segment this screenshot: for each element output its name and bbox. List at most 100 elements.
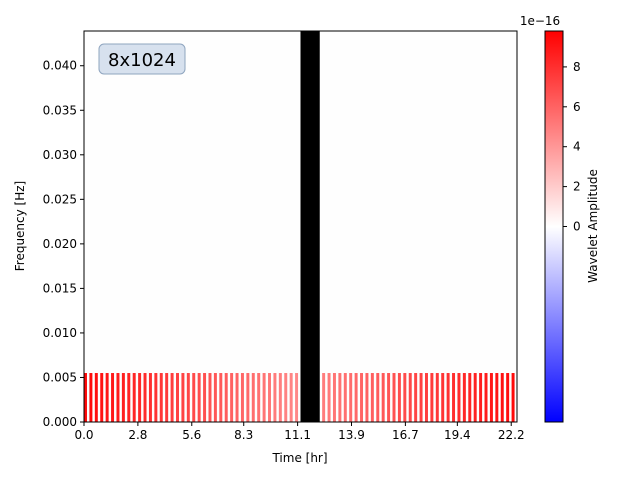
- heatmap-cell: [392, 373, 396, 422]
- y-tick-label: 0.000: [43, 415, 77, 429]
- heatmap-cell: [441, 373, 445, 422]
- colorbar-offset-text: 1e−16: [520, 14, 560, 28]
- heatmap-cell: [213, 373, 217, 422]
- plot-frame: [83, 30, 518, 423]
- heatmap-cell: [419, 373, 423, 422]
- heatmap-cell: [176, 373, 179, 422]
- heatmap-cell: [430, 373, 434, 422]
- heatmap-cell: [100, 373, 104, 422]
- heatmap-cell: [235, 373, 239, 422]
- masked-region: [300, 31, 320, 422]
- heatmap-cell: [170, 373, 174, 422]
- heatmap-cell: [197, 373, 201, 422]
- heatmap-cell: [506, 373, 510, 422]
- x-tick-label: 5.6: [182, 428, 201, 442]
- heatmap-cell: [381, 373, 385, 422]
- heatmap-cell: [284, 373, 288, 422]
- y-tick-label: 0.030: [43, 148, 77, 162]
- heatmap-cell: [268, 373, 272, 422]
- heatmap-cell: [397, 373, 401, 422]
- y-tick-label: 0.010: [43, 326, 77, 340]
- heatmap-cell: [365, 373, 369, 422]
- heatmap-cell: [343, 373, 347, 422]
- heatmap-cell: [295, 373, 299, 422]
- heatmap-cell: [262, 373, 266, 422]
- colorbar-tick-label: 6: [573, 100, 581, 114]
- colorbar-tick-label: 0: [573, 220, 581, 234]
- heatmap-cell: [327, 373, 331, 422]
- x-tick-label: 8.3: [234, 428, 253, 442]
- heatmap-cell: [230, 373, 234, 422]
- heatmap-cell: [457, 373, 461, 422]
- x-tick-label: 19.4: [444, 428, 471, 442]
- heatmap-cell: [479, 373, 483, 422]
- heatmap-cell: [462, 373, 466, 422]
- x-tick-label: 13.9: [338, 428, 365, 442]
- x-tick-label: 16.7: [392, 428, 419, 442]
- y-tick-label: 0.035: [43, 103, 77, 117]
- x-tick-label: 2.8: [128, 428, 147, 442]
- heatmap-cell: [224, 373, 228, 422]
- heatmap-cell: [94, 373, 98, 422]
- heatmap-cell: [495, 373, 499, 422]
- heatmap-cell: [500, 373, 504, 422]
- resolution-annotation: 8x1024: [98, 43, 186, 75]
- heatmap-cell: [143, 373, 147, 422]
- heatmap-cell: [84, 373, 87, 422]
- heatmap-cell: [435, 373, 439, 422]
- x-tick-label: 0.0: [74, 428, 93, 442]
- x-tick-label: 11.1: [284, 428, 311, 442]
- heatmap-cell: [192, 373, 196, 422]
- x-axis-label: Time [hr]: [271, 451, 327, 465]
- heatmap-cell: [446, 373, 450, 422]
- heatmap-cell: [473, 373, 477, 422]
- heatmap-cell: [273, 373, 277, 422]
- heatmap-cell: [278, 373, 282, 422]
- heatmap-cell: [138, 373, 142, 422]
- x-axis-ticks: 0.0 2.8 5.6 8.3 11.1 13.9 16.7 19.4 22.2: [74, 422, 525, 442]
- colorbar: [544, 30, 564, 423]
- y-axis-ticks: 0.000 0.005 0.010 0.015 0.020 0.025 0.030 0.035…: [43, 59, 84, 429]
- annotation-box: [98, 43, 186, 75]
- heatmap-cell: [246, 373, 250, 422]
- heatmap-cell: [203, 373, 207, 422]
- heatmap-cell: [289, 373, 293, 422]
- y-tick-label: 0.025: [43, 192, 77, 206]
- y-axis-label: Frequency [Hz]: [13, 181, 27, 272]
- heatmap-cell: [165, 373, 169, 422]
- heatmap-cell: [349, 373, 353, 422]
- heatmap-cell: [360, 373, 364, 422]
- heatmap-cell: [148, 373, 152, 422]
- heatmap-cell: [89, 373, 93, 422]
- heatmap-cell: [403, 373, 407, 422]
- heatmap-cell: [127, 373, 131, 422]
- annotation-text: 8x1024: [108, 50, 176, 71]
- heatmap-cell: [408, 373, 412, 422]
- heatmap-cell: [208, 373, 212, 422]
- x-tick-label: 22.2: [498, 428, 525, 442]
- heatmap-cell: [116, 373, 120, 422]
- heatmap-cell: [251, 373, 255, 422]
- heatmap-cell: [181, 373, 185, 422]
- y-tick-label: 0.015: [43, 281, 77, 295]
- colorbar-tick-label: 2: [573, 180, 581, 194]
- heatmap-cell: [376, 373, 380, 422]
- heatmap-cell: [105, 373, 109, 422]
- colorbar-ticks: 0 2 4 6 8: [563, 60, 581, 234]
- heatmap-cell: [322, 373, 326, 422]
- heatmap-cell: [186, 373, 190, 422]
- heatmap-cell: [121, 373, 125, 422]
- colorbar-tick-label: 8: [573, 60, 581, 74]
- heatmap-cell: [370, 373, 374, 422]
- y-tick-label: 0.040: [43, 59, 77, 73]
- heatmap-cell: [452, 373, 456, 422]
- heatmap-cell: [257, 373, 261, 422]
- heatmap-cell: [111, 373, 115, 422]
- y-tick-label: 0.005: [43, 370, 77, 384]
- heatmap-cell: [332, 373, 336, 422]
- heatmap-cell: [132, 373, 136, 422]
- heatmap-cell: [219, 373, 223, 422]
- heatmap-cell: [511, 373, 515, 422]
- heatmap-cell: [387, 373, 391, 422]
